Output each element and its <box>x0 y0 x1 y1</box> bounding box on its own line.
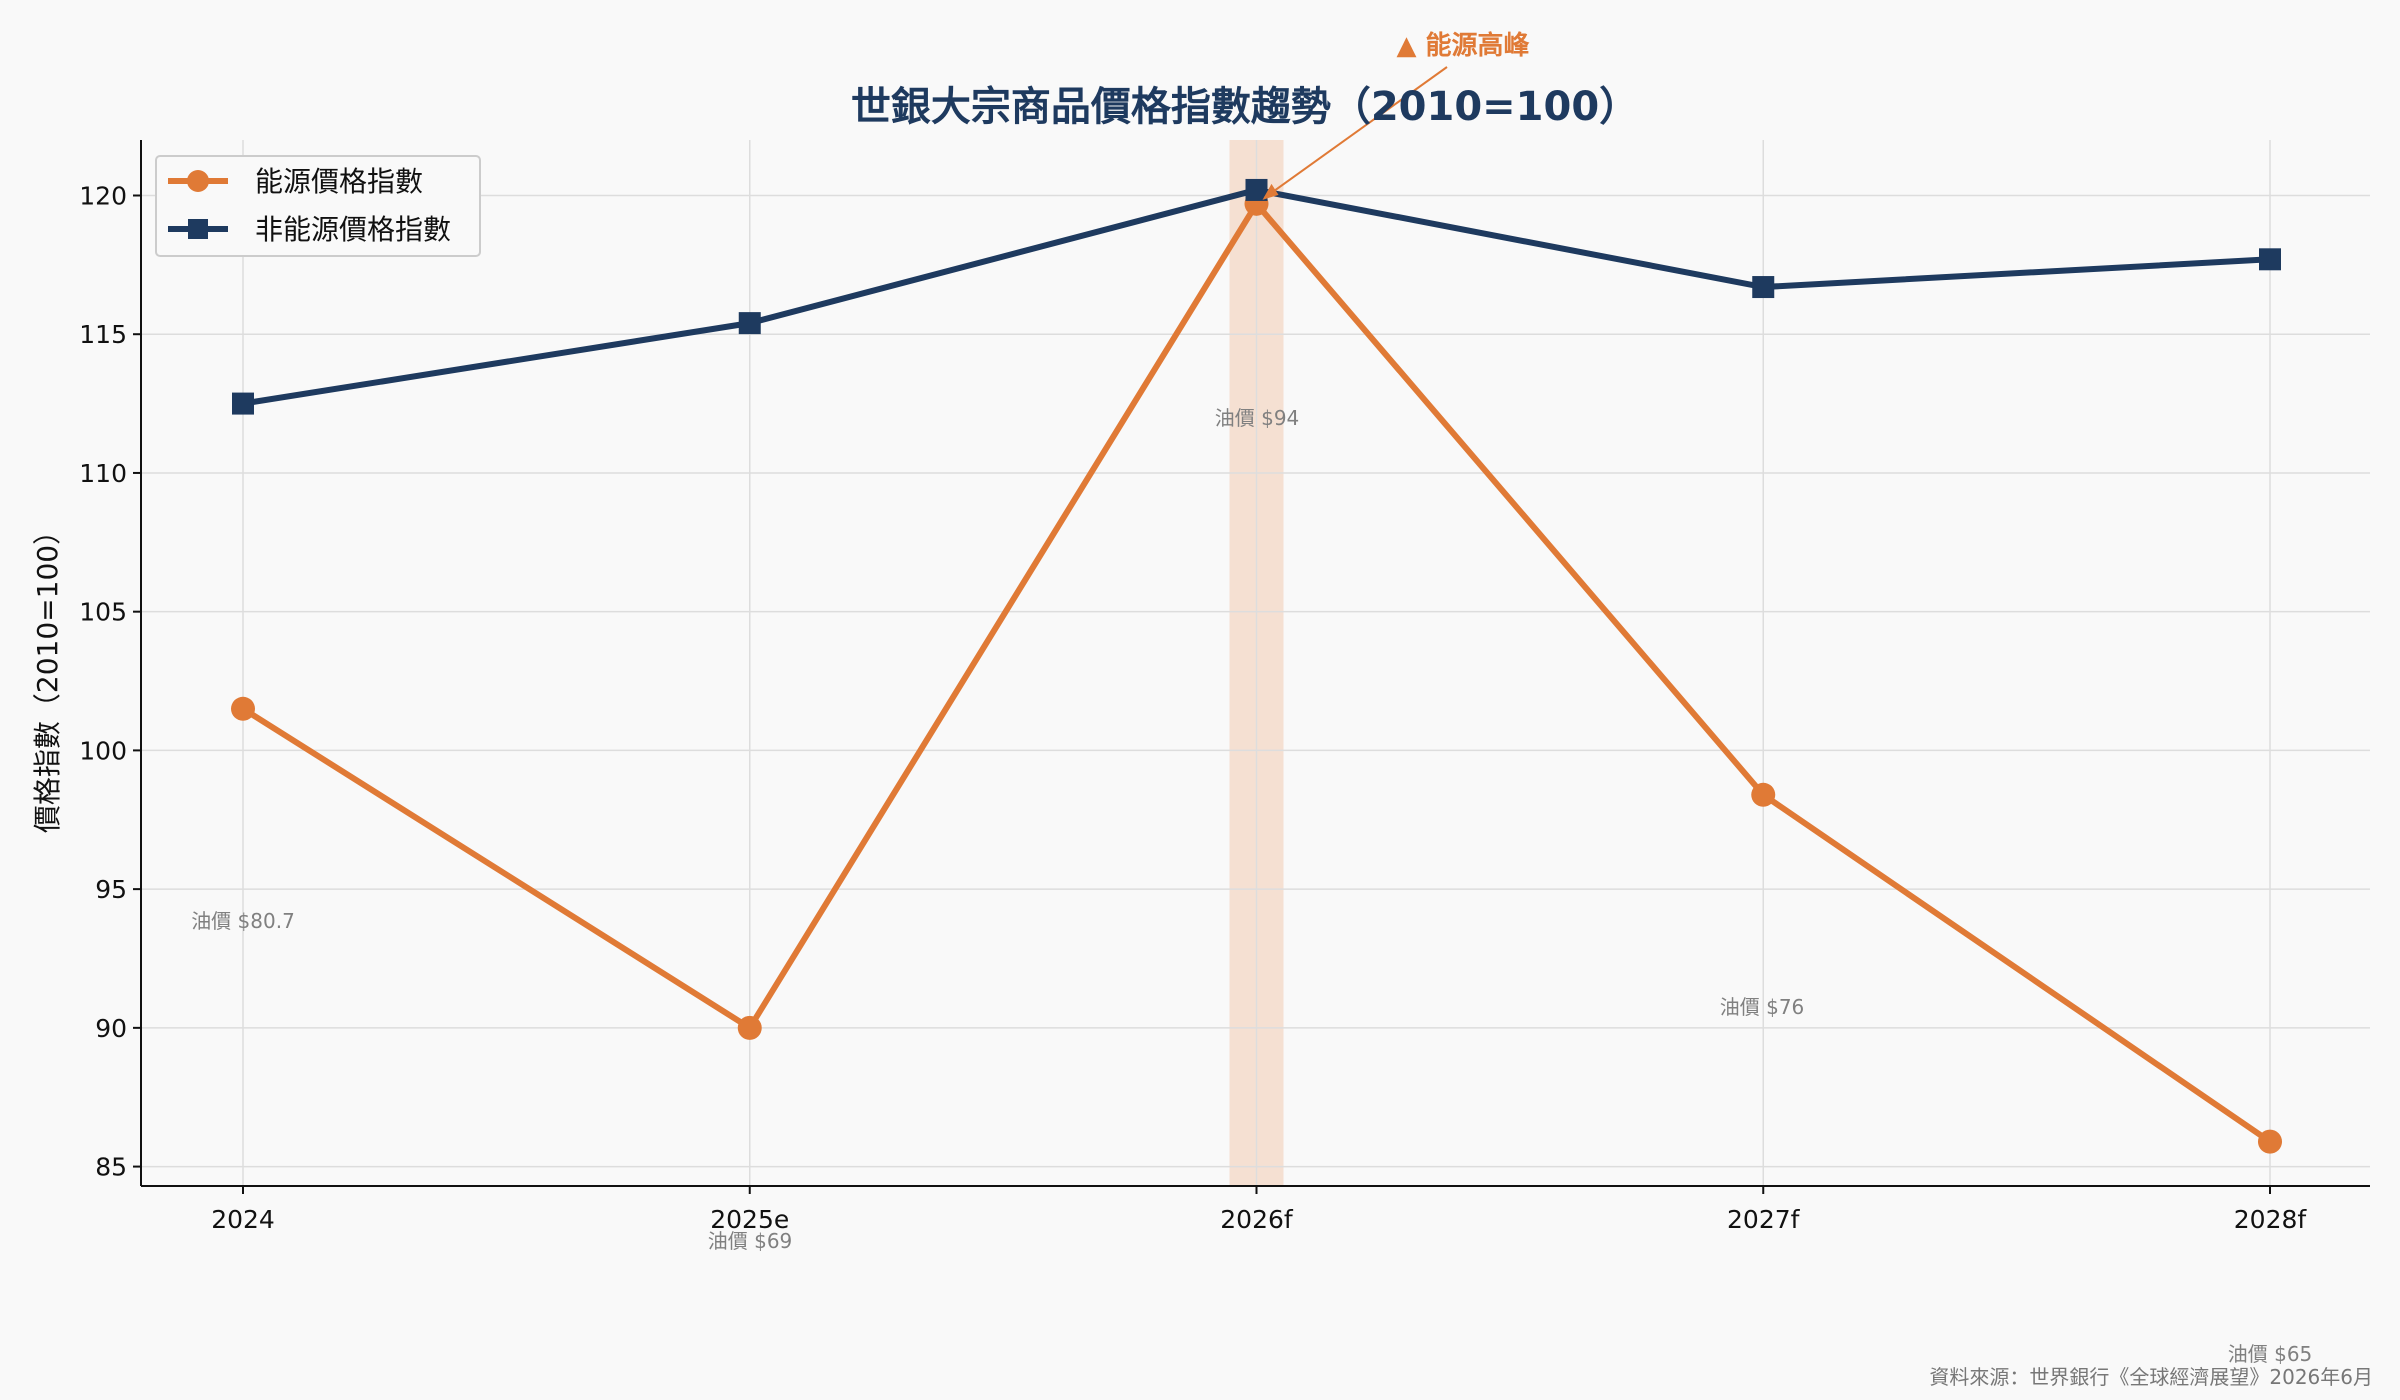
legend-box <box>155 155 481 257</box>
y-tick-label: 85 <box>95 1153 127 1182</box>
series-1-point-3 <box>1752 276 1775 299</box>
series-0-point-1 <box>737 1015 762 1040</box>
series-layer <box>231 178 2282 1154</box>
y-tick-label: 105 <box>79 598 127 627</box>
axis-layer: 85 90 95 100 105 110 115 120 2024 2025e 2026f 2027f… <box>79 140 2370 1234</box>
legend-label-energy: 能源價格指數 <box>255 165 423 198</box>
series-0-point-3 <box>1751 782 1776 807</box>
legend-marker-energy <box>187 170 209 192</box>
series-1-point-4 <box>2259 248 2281 271</box>
source-note: 資料來源：世界銀行《全球經濟展望》2026年6月 <box>1929 1365 2373 1389</box>
oil-price-label: 油價 $69 <box>708 1229 793 1253</box>
series-1-point-0 <box>232 392 254 415</box>
peak-arrow-line <box>1263 66 1448 199</box>
annotation-layer: 油價 $80.7 油價 $69 油價 $94 油價 $76 油價 $65 ▲ 能源高峰 <box>191 30 2312 1366</box>
legend-marker-nonenergy <box>188 219 208 239</box>
x-tick-label: 2027f <box>1727 1205 1801 1234</box>
oil-price-label: 油價 $76 <box>1720 995 1805 1019</box>
y-tick-label: 115 <box>79 320 127 349</box>
legend-label-nonenergy: 非能源價格指數 <box>255 213 451 246</box>
series-0-point-0 <box>231 696 255 721</box>
peak-annotation: ▲ 能源高峰 <box>1396 30 1529 61</box>
y-tick-label: 90 <box>95 1014 127 1043</box>
oil-price-label: 油價 $65 <box>2228 1342 2313 1366</box>
series-1-point-1 <box>738 312 761 335</box>
x-tick-label: 2026f <box>1220 1205 1294 1234</box>
peak-arrow-head <box>1262 183 1279 200</box>
y-tick-label: 120 <box>79 181 127 210</box>
series-0-point-4 <box>2258 1129 2282 1154</box>
oil-price-label: 油價 $80.7 <box>191 909 295 933</box>
chart-title: 世銀大宗商品價格指數趨勢（2010=100） <box>851 84 1639 130</box>
oil-price-label: 油價 $94 <box>1215 406 1300 430</box>
x-tick-label: 2024 <box>211 1205 275 1234</box>
y-tick-label: 95 <box>95 875 127 904</box>
y-tick-label: 110 <box>79 459 127 488</box>
series-1-point-2 <box>1245 178 1268 201</box>
x-tick-label: 2025e <box>710 1205 789 1234</box>
x-tick-label: 2028f <box>2234 1205 2308 1234</box>
y-axis-label: 價格指數（2010=100） <box>31 517 64 833</box>
legend: 能源價格指數 非能源價格指數 <box>155 155 481 257</box>
y-tick-label: 100 <box>79 736 127 765</box>
